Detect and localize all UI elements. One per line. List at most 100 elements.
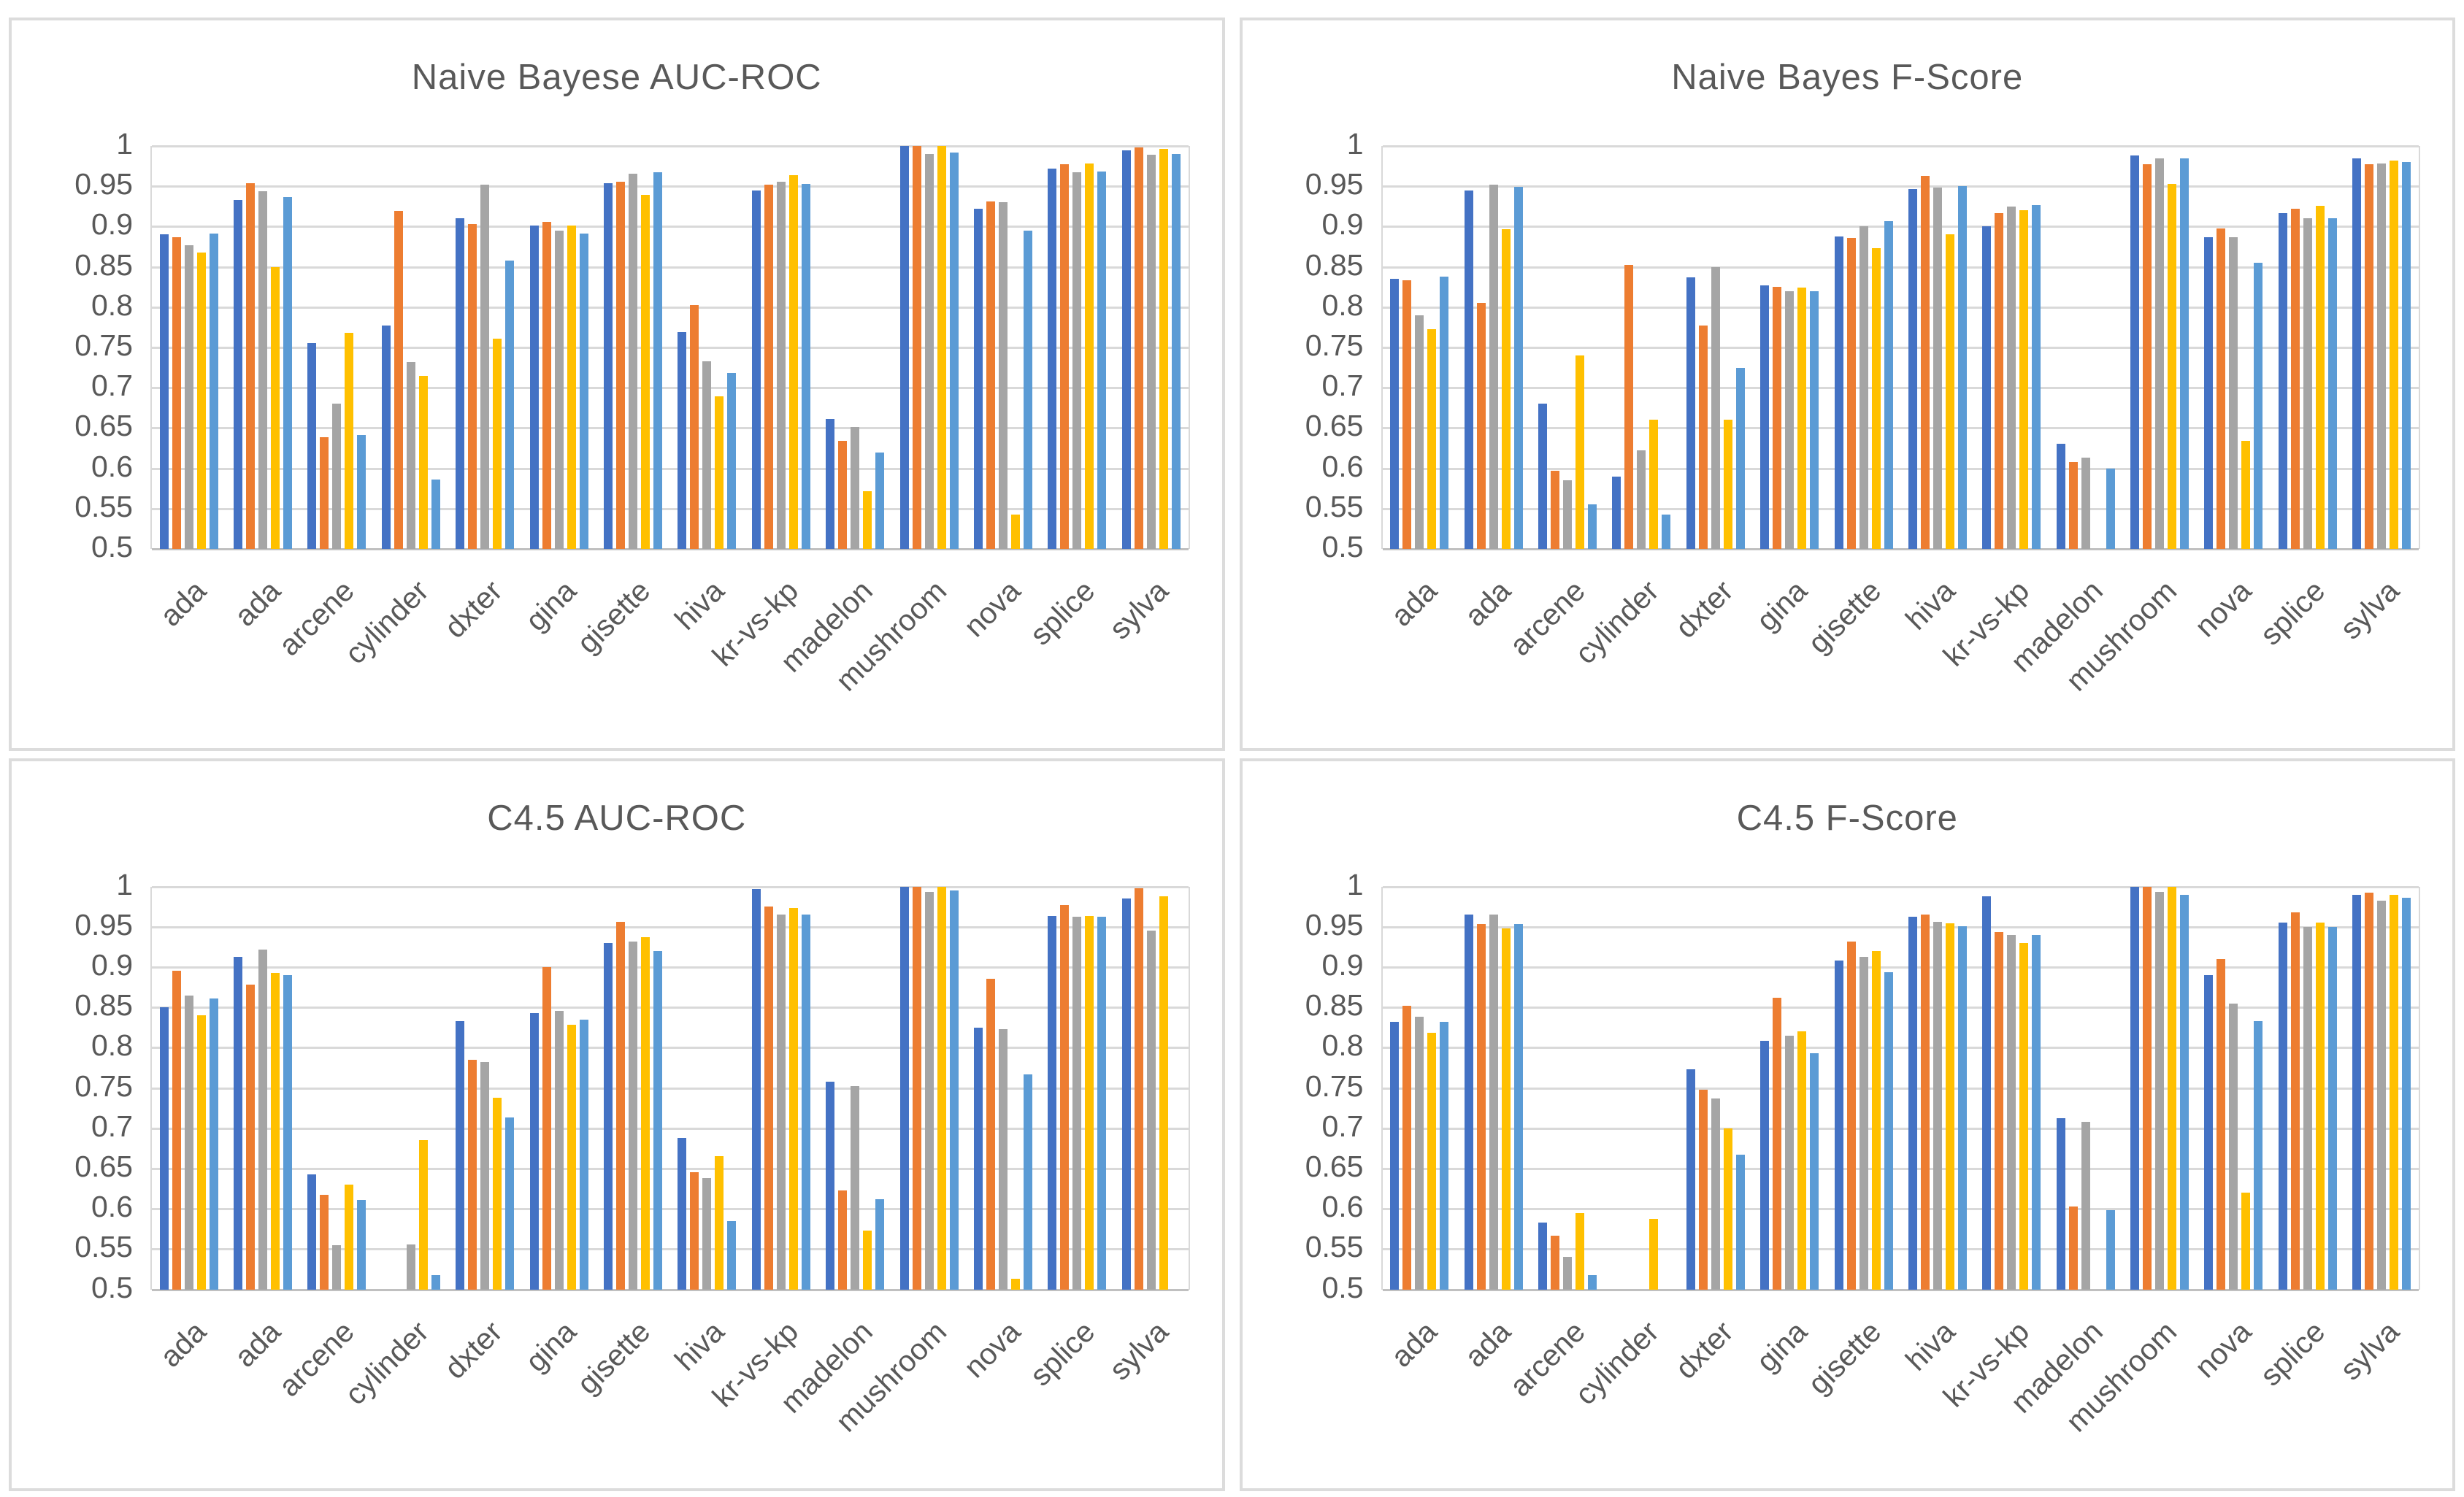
bar-orange-sylva	[2365, 893, 2374, 1290]
bar-group-splice	[1040, 146, 1114, 549]
bar-group-kr-vs-kp	[1975, 887, 2049, 1290]
y-axis-tick-label: 0.65	[74, 409, 133, 443]
bar-orange-ada	[1402, 280, 1412, 549]
bar-blue-dxter	[1686, 1069, 1695, 1290]
bar-orange-mushroom	[2143, 886, 2152, 1290]
bar-yellow-gisette	[1871, 248, 1881, 549]
x-axis-label-gina: gina	[1749, 574, 1814, 638]
bar-orange-splice	[1060, 904, 1070, 1290]
bar-light-blue-kr-vs-kp	[801, 915, 810, 1290]
bar-light-blue-mushroom	[949, 152, 959, 549]
bar-group-nova	[966, 887, 1040, 1290]
bar-yellow-kr-vs-kp	[788, 908, 798, 1290]
bar-orange-dxter	[1698, 1089, 1708, 1290]
gridline	[1382, 1208, 2419, 1211]
bar-yellow-cylinder	[418, 375, 428, 549]
bar-gray-sylva	[1146, 931, 1156, 1290]
bar-blue-splice	[1048, 168, 1057, 549]
bar-blue-ada	[1390, 1021, 1400, 1290]
bar-light-blue-splice	[2327, 218, 2337, 549]
bar-orange-ada	[246, 182, 256, 549]
bar-yellow-ada	[1501, 928, 1511, 1290]
x-axis-line	[152, 548, 1189, 550]
chart-title: C4.5 AUC-ROC	[487, 798, 747, 838]
y-axis-tick-label: 0.9	[91, 948, 133, 982]
y-axis-tick-label: 0.5	[1321, 1270, 1364, 1304]
bar-group-ada	[226, 887, 299, 1290]
y-axis-tick-label: 0.5	[1321, 530, 1364, 564]
bar-gray-gisette	[1859, 956, 1868, 1290]
y-axis-tick-label: 0.5	[91, 530, 133, 564]
x-axis-label-ada: ada	[227, 1314, 287, 1374]
bar-group-gisette	[596, 146, 669, 549]
bar-blue-hiva	[678, 332, 687, 549]
chart-panel-c45-f-score: C4.5 F-Score 1 0.95 0.9 0.85 0.8 0.75 0.7 0.65 0…	[1239, 758, 2455, 1491]
bar-gray-gina	[554, 1010, 564, 1290]
bar-gray-nova	[998, 1028, 1008, 1290]
bar-blue-gisette	[604, 182, 613, 549]
bar-gray-madelon	[851, 427, 860, 549]
bar-yellow-sylva	[2390, 894, 2399, 1290]
chart-panel-c45-auc-roc: C4.5 AUC-ROC 1 0.95 0.9 0.85 0.8 0.75 0.7 0.65 0…	[9, 758, 1225, 1491]
bar-group-cylinder	[374, 146, 448, 549]
y-axis-tick-label: 0.65	[1305, 1150, 1364, 1184]
bar-light-blue-splice	[1097, 172, 1107, 549]
bar-yellow-mushroom	[2168, 886, 2177, 1290]
gridline	[152, 467, 1189, 470]
bar-orange-madelon	[2068, 1206, 2078, 1290]
bar-yellow-nova	[2241, 441, 2251, 549]
bar-yellow-gina	[567, 226, 576, 549]
bar-group-ada	[1456, 146, 1530, 549]
bar-yellow-nova	[1010, 514, 1020, 549]
bar-blue-dxter	[456, 1020, 465, 1290]
gridline	[152, 1248, 1189, 1251]
gridline	[1382, 226, 2419, 228]
bar-light-blue-madelon	[875, 1198, 885, 1290]
bar-yellow-arcene	[345, 333, 354, 549]
bar-gray-gisette	[629, 941, 638, 1290]
y-axis-tick-label: 0.85	[74, 988, 133, 1023]
bar-light-blue-ada	[1440, 276, 1449, 549]
bar-group-ada	[152, 887, 226, 1290]
gridline	[1382, 925, 2419, 928]
bar-blue-sylva	[1121, 150, 1131, 549]
bar-group-gisette	[1827, 146, 1900, 549]
gridline	[152, 306, 1189, 309]
x-axis-label-ada: ada	[1458, 574, 1518, 633]
x-axis-label-ada: ada	[1383, 1314, 1443, 1374]
bar-light-blue-sylva	[2402, 162, 2411, 549]
y-axis-tick-label: 0.75	[1305, 328, 1364, 363]
bar-gray-sylva	[2377, 901, 2387, 1290]
x-axis-label-ada: ada	[153, 1314, 213, 1374]
y-axis-tick-label: 0.95	[74, 907, 133, 942]
gridline	[152, 226, 1189, 228]
bar-blue-hiva	[1908, 917, 1917, 1290]
bar-light-blue-ada	[209, 998, 218, 1290]
bar-blue-sylva	[1121, 898, 1131, 1290]
gridline	[152, 885, 1189, 888]
x-axis-label-ada: ada	[1383, 574, 1443, 633]
bar-yellow-gisette	[1871, 950, 1881, 1290]
bar-blue-gina	[529, 226, 539, 549]
bar-yellow-ada	[271, 266, 280, 549]
bar-orange-kr-vs-kp	[1995, 932, 2004, 1290]
bar-gray-nova	[998, 202, 1008, 549]
bar-light-blue-madelon	[2106, 468, 2115, 549]
bar-gray-arcene	[332, 404, 342, 549]
gridline	[152, 507, 1189, 510]
bar-orange-hiva	[1920, 915, 1930, 1290]
x-axis-label-cylinder: cylinder	[337, 574, 435, 671]
bar-gray-ada	[1415, 1017, 1424, 1290]
bar-group-ada	[1383, 146, 1456, 549]
bar-orange-gisette	[616, 181, 626, 549]
bar-orange-splice	[2290, 912, 2300, 1290]
gridline	[1382, 145, 2419, 147]
chart-panel-naive-bayes-f-score: Naive Bayes F-Score 1 0.95 0.9 0.85 0.8 0.75 0…	[1239, 18, 2455, 751]
bar-gray-gina	[554, 230, 564, 549]
bar-group-gisette	[1827, 887, 1900, 1290]
bar-light-blue-gisette	[653, 172, 663, 549]
y-axis-tick-label: 0.75	[74, 1069, 133, 1103]
gridline	[152, 185, 1189, 188]
gridline	[1382, 966, 2419, 969]
gridline	[1382, 507, 2419, 510]
